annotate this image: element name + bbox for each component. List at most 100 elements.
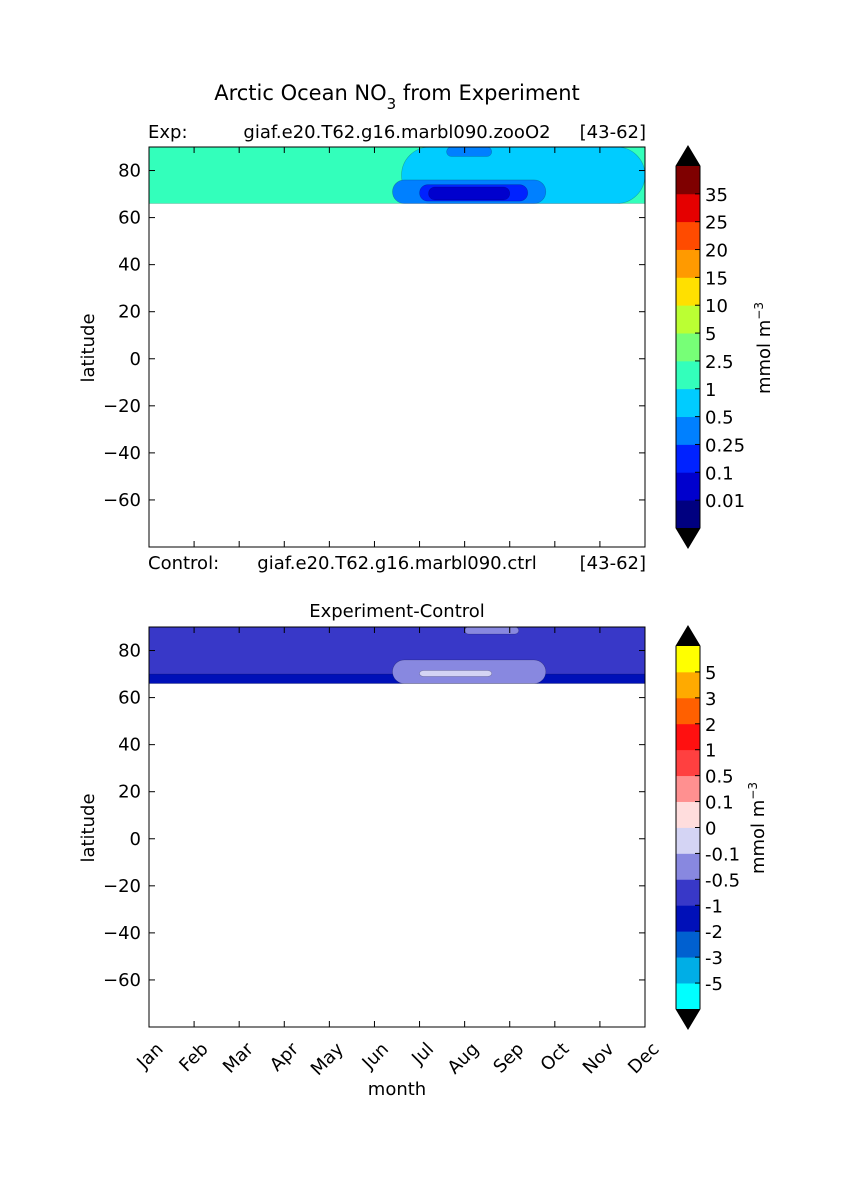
x-tick-label: Sep (489, 1039, 528, 1078)
colorbar-segment (676, 221, 700, 250)
x-tick-label: Apr (266, 1038, 303, 1075)
x-tick-label: Feb (175, 1039, 212, 1076)
colorbar-segment (676, 444, 700, 473)
colorbar-tick-label: 0.5 (705, 408, 734, 429)
colorbar-tick-label: 5 (705, 324, 716, 345)
experiment-colorbar: 0.01 0.1 0.25 0.5 1 2.5 5 10 15 20 25 35 (675, 145, 745, 549)
experiment-axes: 80 60 40 20 0 −20 −40 −60 (103, 146, 646, 548)
control-years: [43-62] (580, 553, 646, 574)
colorbar-tick-label: 15 (705, 268, 728, 289)
y-tick-label: −40 (103, 923, 141, 944)
control-prefix: Control: (148, 553, 219, 574)
colorbar-tick-label: 2 (705, 715, 716, 736)
x-tick-label: Aug (444, 1039, 484, 1079)
colorbar-tick-label: 2.5 (705, 352, 734, 373)
colorbar-tick-label: 1 (705, 380, 716, 401)
colorbar-tick-label: -5 (705, 974, 723, 995)
colorbar-segment (676, 957, 700, 984)
colorbar-tick-label: -1 (705, 896, 723, 917)
colorbar-tick-label: 10 (705, 296, 728, 317)
y-tick-label: 0 (130, 349, 141, 370)
x-tick-label: Jul (407, 1039, 438, 1070)
y-tick-label: 20 (118, 302, 141, 323)
difference-title: Experiment-Control (309, 601, 485, 622)
colorbar-segment (676, 333, 700, 362)
y-tick-label: −60 (103, 490, 141, 511)
colorbar-segment (676, 775, 700, 802)
colorbar-tick-label: 35 (705, 185, 728, 206)
exp-prefix: Exp: (148, 122, 188, 143)
colorbar-tick-label: 0.5 (705, 767, 734, 788)
y-tick-label: 40 (118, 255, 141, 276)
colorbar-tick-label: 0.1 (705, 463, 734, 484)
colorbar-tick-label: -3 (705, 948, 723, 969)
y-tick-label: 80 (118, 161, 141, 182)
colorbar-segment (676, 905, 700, 932)
colorbar-segment (676, 388, 700, 418)
plot-background (149, 627, 645, 1027)
colorbar-tick-label: -0.1 (705, 844, 740, 865)
colorbar-segment (676, 801, 700, 828)
colorbar-tick-label: 25 (705, 213, 728, 234)
difference-xlabel: month (368, 1079, 426, 1100)
experiment-colorbar-label: mmol m−3 (752, 302, 775, 394)
colorbar-segment (676, 360, 700, 390)
contour-region (464, 626, 520, 635)
difference-colorbar-label: mmol m−3 (746, 782, 769, 874)
x-tick-label: Jan (132, 1039, 167, 1074)
colorbar-outline (675, 625, 701, 1030)
axes-frame (148, 146, 646, 548)
colorbar-segment (676, 305, 700, 334)
colorbar-segment (676, 646, 700, 673)
difference-colorbar: -5 -3 -2 -1 -0.5 -0.1 0 0.1 0.5 1 2 3 5 (675, 625, 740, 1030)
colorbar-tick-label: 0.1 (705, 793, 734, 814)
x-tick-label: Mar (219, 1038, 258, 1077)
y-tick-label: −20 (103, 396, 141, 417)
colorbar-segment (676, 472, 700, 501)
difference-ylabel: latitude (78, 793, 99, 862)
colorbar-tick-label: -2 (705, 922, 723, 943)
colorbar-segment (676, 723, 700, 751)
colorbar-segment (676, 827, 700, 854)
x-tick-label: Dec (624, 1039, 663, 1078)
x-tick-label: Oct (537, 1039, 574, 1076)
y-tick-label: 60 (118, 688, 141, 709)
exp-case-name: giaf.e20.T62.g16.marbl090.zooO2 (243, 122, 550, 143)
colorbar-tick-label: 1 (705, 741, 716, 762)
y-tick-label: −60 (103, 970, 141, 991)
contour-region (419, 670, 492, 677)
colorbar-segment (676, 697, 700, 725)
experiment-panel: Exp: giaf.e20.T62.g16.marbl090.zooO2 [43… (78, 122, 775, 574)
difference-contour-plot (148, 626, 646, 1027)
colorbar-segment (676, 749, 700, 777)
colorbar-tick-label: 5 (705, 663, 716, 684)
colorbar-segment (676, 879, 700, 906)
colorbar-outline (675, 145, 701, 549)
y-tick-label: 0 (130, 829, 141, 850)
colorbar-tick-label: 3 (705, 689, 716, 710)
plot-background (149, 147, 645, 547)
y-tick-label: 20 (118, 782, 141, 803)
y-tick-label: 60 (118, 208, 141, 229)
colorbar-segment (676, 983, 700, 1010)
figure-title: Arctic Ocean NO3 from Experiment (214, 81, 580, 113)
colorbar-segment (676, 166, 700, 195)
colorbar-segment (676, 416, 700, 445)
y-tick-label: 40 (118, 735, 141, 756)
colorbar-extend-max (676, 146, 700, 166)
y-tick-label: −40 (103, 443, 141, 464)
colorbar-tick-label: 0.25 (705, 435, 745, 456)
experiment-contour-plot (148, 146, 646, 547)
colorbar-segment (676, 931, 700, 958)
x-tick-label: May (307, 1038, 348, 1079)
colorbar-extend-min (676, 528, 700, 548)
axes-frame (148, 626, 646, 1028)
y-tick-label: 80 (118, 641, 141, 662)
colorbar-extend-max (676, 626, 700, 646)
y-tick-label: −20 (103, 876, 141, 897)
control-case-name: giaf.e20.T62.g16.marbl090.ctrl (257, 553, 536, 574)
colorbar-tick-label: -0.5 (705, 870, 740, 891)
exp-years: [43-62] (580, 122, 646, 143)
experiment-ylabel: latitude (78, 313, 99, 382)
